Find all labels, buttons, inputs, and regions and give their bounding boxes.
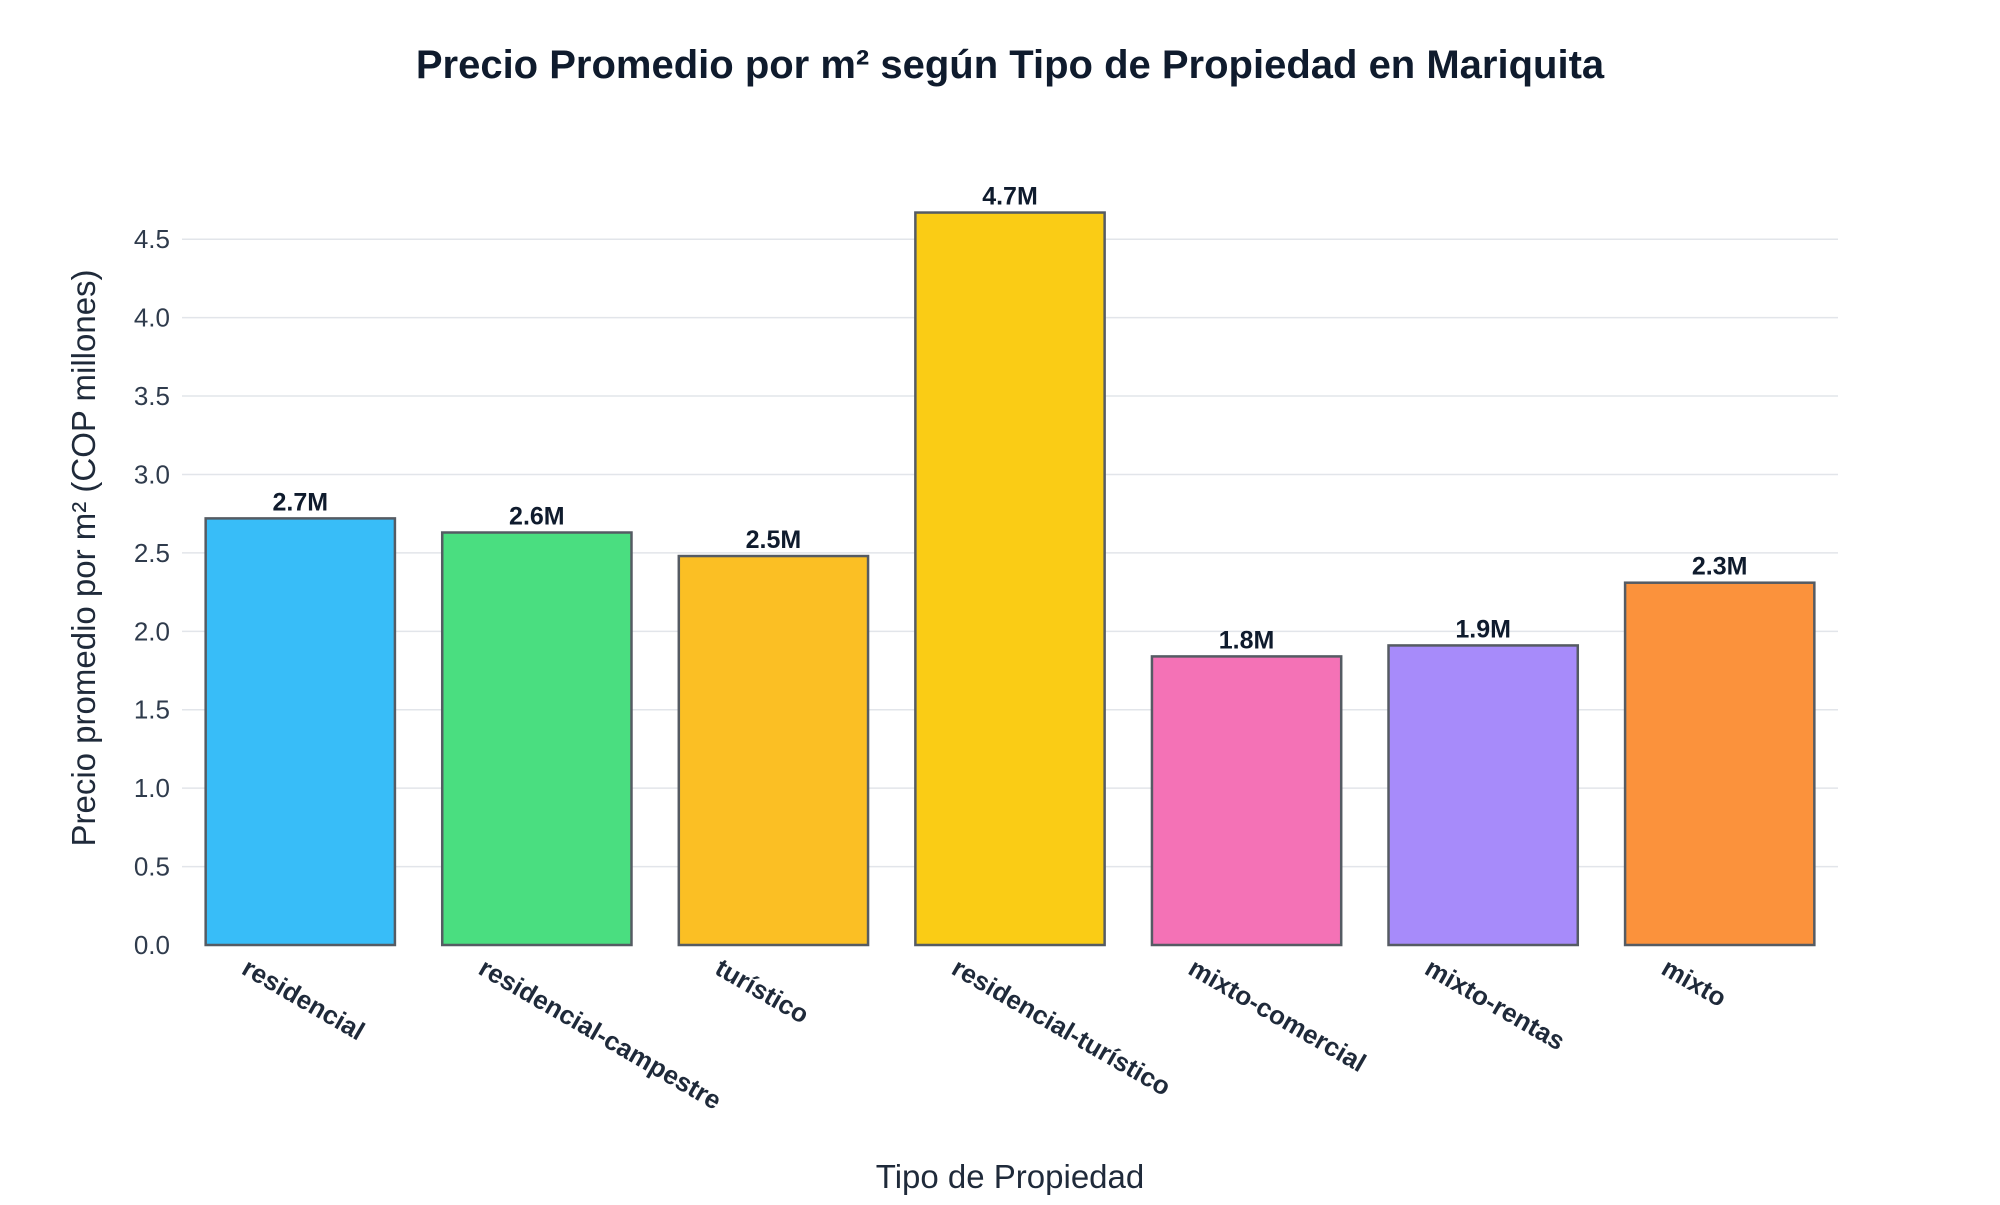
bar-residencial-campestre bbox=[440, 531, 633, 947]
x-tick-label: residencial-turístico bbox=[947, 952, 1176, 1102]
bar-mixto-comercial bbox=[1150, 655, 1343, 947]
x-tick-label: residencial bbox=[237, 952, 370, 1046]
y-tick-label: 1.0 bbox=[134, 773, 170, 803]
x-axis-ticks: residencial residencial-campestreturístic… bbox=[237, 952, 1731, 1115]
x-tick-label: residencial-campestre bbox=[474, 952, 727, 1115]
data-label: 2.3M bbox=[1692, 553, 1748, 581]
y-axis-title: Precio promedio por m² (COP millones) bbox=[65, 269, 102, 846]
y-tick-label: 4.0 bbox=[134, 303, 170, 333]
x-axis-title: Tipo de Propiedad bbox=[876, 1158, 1144, 1195]
y-tick-label: 1.5 bbox=[134, 695, 170, 725]
x-tick-label: mixto-rentas bbox=[1420, 952, 1570, 1056]
y-tick-label: 2.0 bbox=[134, 616, 170, 646]
x-tick-label: turístico bbox=[710, 952, 814, 1029]
x-tick-label: mixto bbox=[1657, 952, 1732, 1013]
y-tick-label: 3.5 bbox=[134, 381, 170, 411]
bars bbox=[204, 211, 1816, 947]
y-tick-label: 3.0 bbox=[134, 459, 170, 489]
y-tick-label: 0.5 bbox=[134, 852, 170, 882]
bar-turístico bbox=[677, 554, 870, 947]
data-label: 2.7M bbox=[272, 488, 328, 516]
bar-mixto-rentas bbox=[1387, 644, 1580, 947]
chart-title: Precio Promedio por m² según Tipo de Pro… bbox=[416, 43, 1605, 87]
y-tick-label: 4.5 bbox=[134, 224, 170, 254]
data-label: 4.7M bbox=[982, 183, 1038, 211]
y-tick-label: 2.5 bbox=[134, 538, 170, 568]
data-label: 1.9M bbox=[1455, 615, 1511, 643]
y-tick-label: 0.0 bbox=[134, 930, 170, 960]
data-label: 2.6M bbox=[509, 503, 565, 531]
y-axis-ticks: 0.0 0.5 1.0 1.5 2.0 2.5 3.0 3.5 4.0 4.5 bbox=[134, 224, 170, 960]
data-label: 2.5M bbox=[746, 526, 802, 554]
data-label: 1.8M bbox=[1219, 626, 1275, 654]
data-labels: 2.7M 2.6M 2.5M 4.7M 1.8M 1.9M 2.3M bbox=[272, 183, 1747, 655]
bar-mixto bbox=[1623, 581, 1816, 947]
x-tick-label: mixto-comercial bbox=[1184, 952, 1372, 1078]
bar-residencial bbox=[204, 517, 397, 947]
bar-residencial-turístico bbox=[914, 211, 1106, 947]
